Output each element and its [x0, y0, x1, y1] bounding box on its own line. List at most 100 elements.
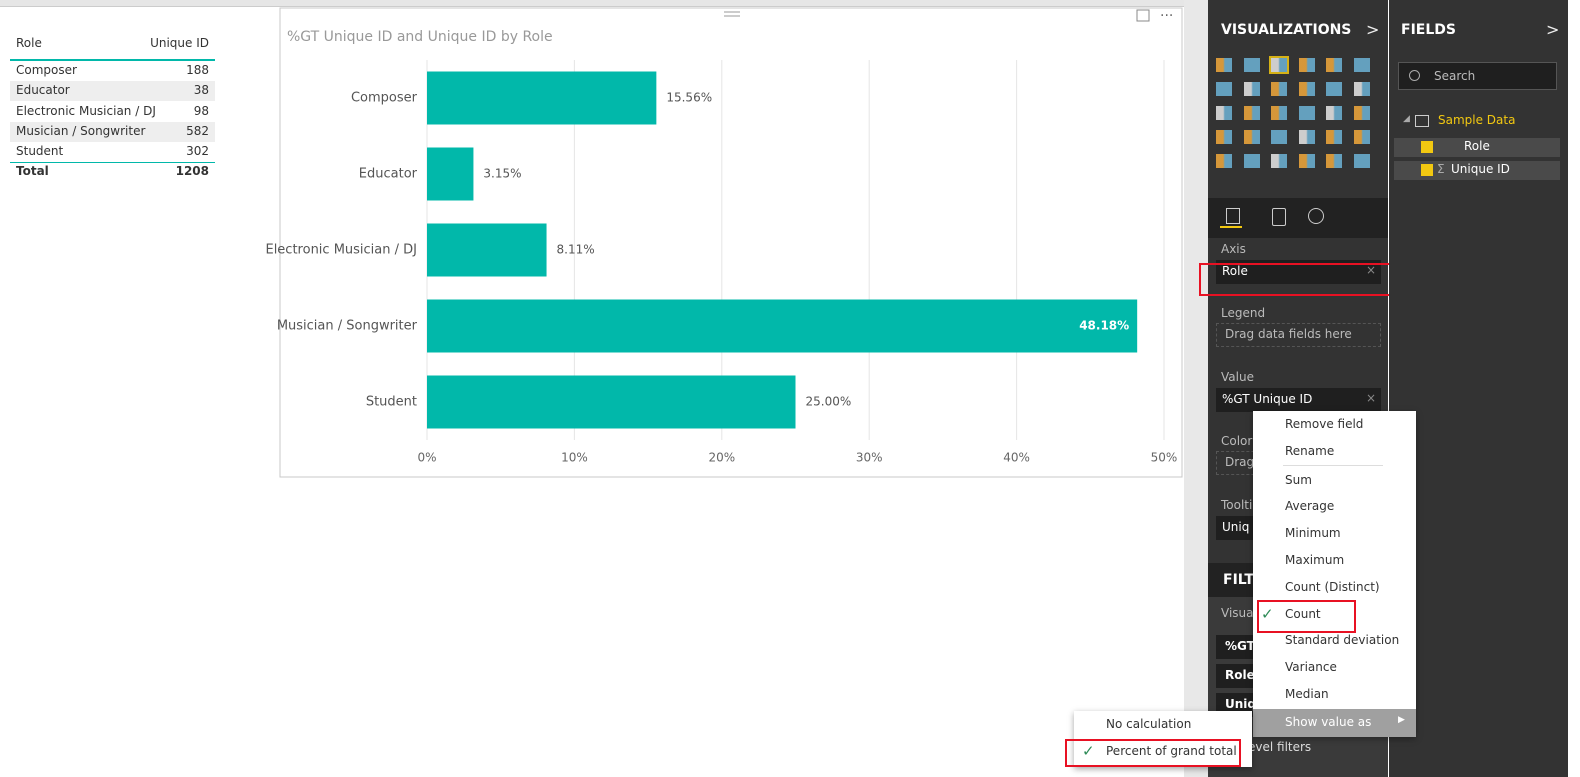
viz-icon[interactable]: [1326, 82, 1342, 96]
remove[interactable]: ×: [1366, 263, 1377, 277]
x-tick-label: 0%: [417, 451, 436, 465]
focus-mode[interactable]: [1136, 9, 1150, 22]
viz-icon[interactable]: [1216, 82, 1232, 96]
field-row-bg[interactable]: [1394, 138, 1560, 157]
menu-item[interactable]: Variance: [1285, 660, 1337, 675]
ribbon-edge: [0, 0, 1208, 7]
viz-icon[interactable]: [1326, 58, 1342, 72]
cell: 302: [186, 144, 209, 159]
viz-icon[interactable]: [1326, 106, 1342, 120]
x-tick-label: 40%: [1003, 451, 1030, 465]
bar: [427, 375, 796, 429]
bar: [427, 299, 1138, 353]
cell: 188: [186, 63, 209, 77]
separator: [1283, 465, 1383, 466]
menu-item[interactable]: Rename: [1285, 443, 1335, 458]
viz-icon[interactable]: [1326, 154, 1342, 168]
viz-icon[interactable]: [1243, 106, 1260, 120]
viz-icon[interactable]: [1216, 58, 1232, 72]
menu-item[interactable]: Sum: [1285, 472, 1312, 487]
viz-icon[interactable]: [1271, 106, 1287, 120]
context-menu: Show value as ▶ Remove field Rename Sum Ave…: [1253, 411, 1416, 737]
menu-item[interactable]: Median: [1285, 687, 1329, 701]
viz-icon[interactable]: [1298, 154, 1315, 168]
viz-icon[interactable]: [1243, 130, 1260, 144]
menu-item[interactable]: Standard deviation: [1285, 633, 1400, 648]
viz-icon[interactable]: [1298, 130, 1315, 144]
menu-item[interactable]: Count: [1285, 606, 1321, 621]
viz-icon[interactable]: [1326, 130, 1342, 144]
pane-title: VISUALIZATIONS: [1221, 22, 1352, 38]
highlight-box: [1065, 739, 1241, 767]
analytics-tab[interactable]: [1308, 208, 1324, 224]
cell: Student: [16, 144, 64, 159]
viz-icon[interactable]: [1298, 82, 1315, 96]
viz-icon[interactable]: [1353, 130, 1370, 144]
well-label: Color: [1221, 434, 1253, 448]
viz-icon[interactable]: [1216, 130, 1232, 144]
y-tick-label: Student: [366, 395, 417, 410]
viz-icon[interactable]: [1271, 82, 1287, 96]
submenu-item[interactable]: No calculation: [1106, 717, 1192, 731]
viz-icon[interactable]: [1243, 82, 1260, 96]
viz-icon[interactable]: [1243, 58, 1260, 72]
table-visual: Role Unique ID Composer 188 Educator 38 Electr…: [10, 30, 215, 190]
format-tab[interactable]: [1272, 208, 1286, 226]
well-label: Legend: [1221, 306, 1266, 320]
y-tick-label: Musician / Songwriter: [277, 319, 418, 334]
expand[interactable]: ◢: [1403, 114, 1410, 124]
x-tick-label: 20%: [708, 451, 735, 465]
viz-icon[interactable]: [1216, 106, 1232, 120]
field-row-bg[interactable]: [1394, 161, 1560, 180]
header-rule: [10, 59, 215, 61]
viz-icon[interactable]: [1353, 82, 1370, 96]
menu-item[interactable]: Average: [1285, 499, 1335, 514]
fields-tab[interactable]: [1220, 206, 1242, 228]
collapse[interactable]: >: [1366, 20, 1380, 39]
viz-icon[interactable]: [1271, 154, 1287, 168]
menu-item[interactable]: Maximum: [1285, 553, 1345, 567]
remove[interactable]: ×: [1366, 391, 1377, 405]
cell: 582: [186, 123, 209, 138]
viz-icon[interactable]: [1353, 58, 1370, 72]
menu-item[interactable]: Minimum: [1285, 526, 1341, 541]
well-label: Toolti: [1221, 498, 1253, 512]
submenu-trigger-bg[interactable]: [1253, 709, 1416, 737]
scrollbar[interactable]: [1184, 0, 1208, 777]
viz-icon[interactable]: [1216, 154, 1232, 168]
arrow: ▶: [1398, 715, 1405, 725]
menu-item[interactable]: Show value as: [1285, 715, 1372, 729]
search-box[interactable]: Search: [1398, 62, 1557, 90]
drop-zone[interactable]: Drag data fields here: [1216, 323, 1381, 347]
cell: Educator: [16, 83, 70, 98]
viz-icon[interactable]: [1353, 106, 1370, 120]
y-tick-label: Educator: [359, 167, 418, 182]
field-name[interactable]: Role: [1464, 139, 1490, 153]
search-icon: [1409, 70, 1420, 81]
viz-icon[interactable]: [1353, 154, 1370, 168]
viz-icon[interactable]: [1271, 130, 1287, 144]
menu-item[interactable]: Remove field: [1285, 417, 1364, 431]
total-cell: 1208: [175, 164, 209, 178]
column-header: Unique ID: [150, 36, 209, 50]
highlight-box: [1257, 600, 1356, 633]
total-cell: Total: [16, 164, 49, 178]
viz-icon[interactable]: [1243, 154, 1260, 168]
viz-icon[interactable]: [1269, 56, 1289, 74]
more-options[interactable]: ···: [1160, 8, 1173, 24]
collapse[interactable]: >: [1546, 20, 1560, 39]
filters-section-label: Visua: [1221, 606, 1254, 620]
table-name[interactable]: Sample Data: [1438, 113, 1516, 127]
checkbox: [1421, 141, 1433, 153]
viz-icon[interactable]: [1298, 106, 1315, 120]
menu-item[interactable]: Count (Distinct): [1285, 579, 1380, 594]
x-tick-label: 50%: [1151, 451, 1178, 465]
x-tick-label: 10%: [561, 451, 588, 465]
submenu-item[interactable]: Percent of grand total: [1106, 744, 1237, 758]
viz-icon[interactable]: [1298, 58, 1315, 72]
field-pill[interactable]: %GT Unique ID: [1216, 388, 1381, 412]
column-header: Role: [16, 36, 42, 50]
filters-title: FILT: [1223, 572, 1254, 588]
check: ✓: [1261, 604, 1274, 623]
field-name[interactable]: Unique ID: [1451, 162, 1510, 176]
